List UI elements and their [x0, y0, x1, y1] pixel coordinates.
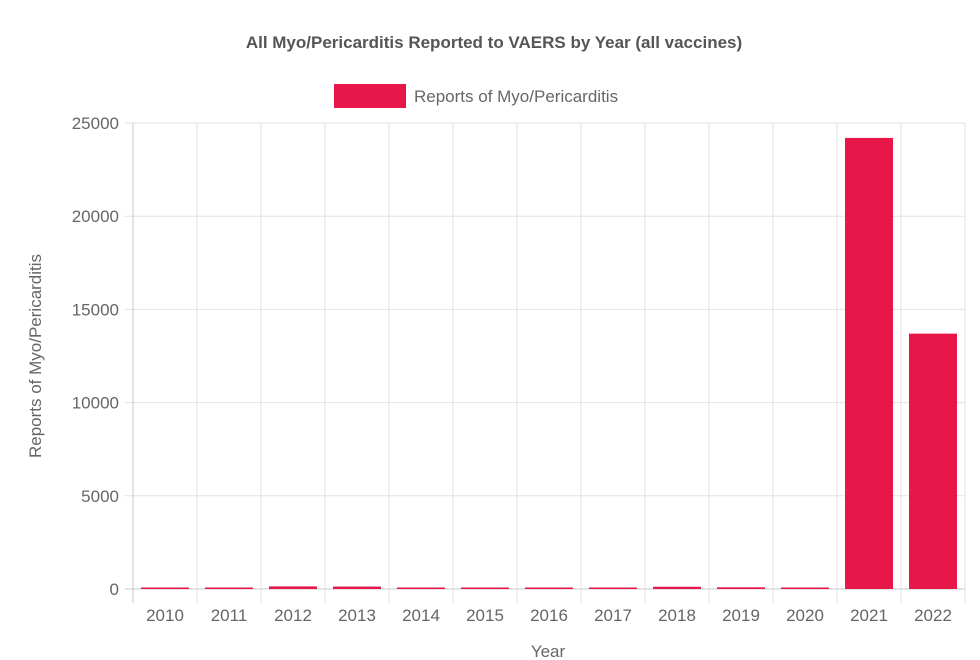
bar-2010[interactable] [141, 587, 189, 590]
bar-2011[interactable] [205, 587, 253, 590]
x-tick-label-2020: 2020 [786, 606, 824, 625]
bar-2020[interactable] [781, 587, 829, 590]
x-tick-label-2021: 2021 [850, 606, 888, 625]
x-tick-label-2019: 2019 [722, 606, 760, 625]
x-tick-label-2015: 2015 [466, 606, 504, 625]
x-tick-label-2010: 2010 [146, 606, 184, 625]
y-axis-title: Reports of Myo/Pericarditis [26, 254, 45, 458]
x-axis-title: Year [531, 642, 566, 660]
y-tick-label: 10000 [72, 394, 119, 413]
y-tick-label: 20000 [72, 207, 119, 226]
bar-2021[interactable] [845, 137, 893, 590]
y-tick-label: 25000 [72, 114, 119, 133]
gridlines [125, 122, 966, 603]
y-tick-label: 5000 [81, 487, 119, 506]
bar-2014[interactable] [397, 587, 445, 590]
bars [141, 137, 957, 590]
bar-2017[interactable] [589, 587, 637, 590]
bar-2018[interactable] [653, 586, 701, 589]
bar-2019[interactable] [717, 587, 765, 589]
x-tick-label-2016: 2016 [530, 606, 568, 625]
x-tick-label-2018: 2018 [658, 606, 696, 625]
y-tick-label: 0 [110, 580, 119, 599]
legend[interactable]: Reports of Myo/Pericarditis [334, 84, 618, 108]
x-axis-ticks: 2010 2011 2012 2013 2014 2015 2016 2017 2018 2019… [146, 606, 952, 625]
x-tick-label-2011: 2011 [211, 606, 248, 625]
x-tick-label-2013: 2013 [338, 606, 376, 625]
x-tick-label-2014: 2014 [402, 606, 440, 625]
x-tick-label-2012: 2012 [274, 606, 312, 625]
y-axis-ticks: 0 5000 10000 15000 20000 25000 [72, 114, 119, 599]
bar-2016[interactable] [525, 587, 573, 590]
bar-2022[interactable] [909, 333, 957, 589]
bar-2012[interactable] [269, 586, 317, 589]
bar-2013[interactable] [333, 586, 381, 589]
y-tick-label: 15000 [72, 300, 119, 319]
legend-swatch [334, 84, 406, 108]
bar-2015[interactable] [461, 587, 509, 590]
chart-title: All Myo/Pericarditis Reported to VAERS b… [246, 33, 742, 52]
legend-label: Reports of Myo/Pericarditis [414, 87, 618, 106]
x-tick-label-2017: 2017 [594, 606, 632, 625]
x-tick-label-2022: 2022 [914, 606, 952, 625]
